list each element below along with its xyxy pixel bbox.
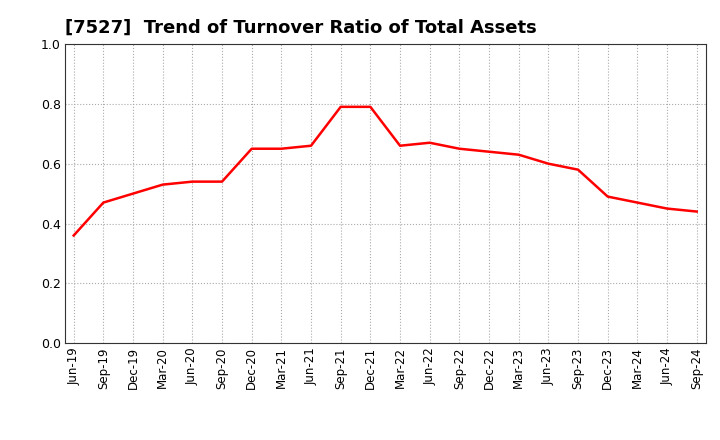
Text: [7527]  Trend of Turnover Ratio of Total Assets: [7527] Trend of Turnover Ratio of Total … [65, 19, 536, 37]
